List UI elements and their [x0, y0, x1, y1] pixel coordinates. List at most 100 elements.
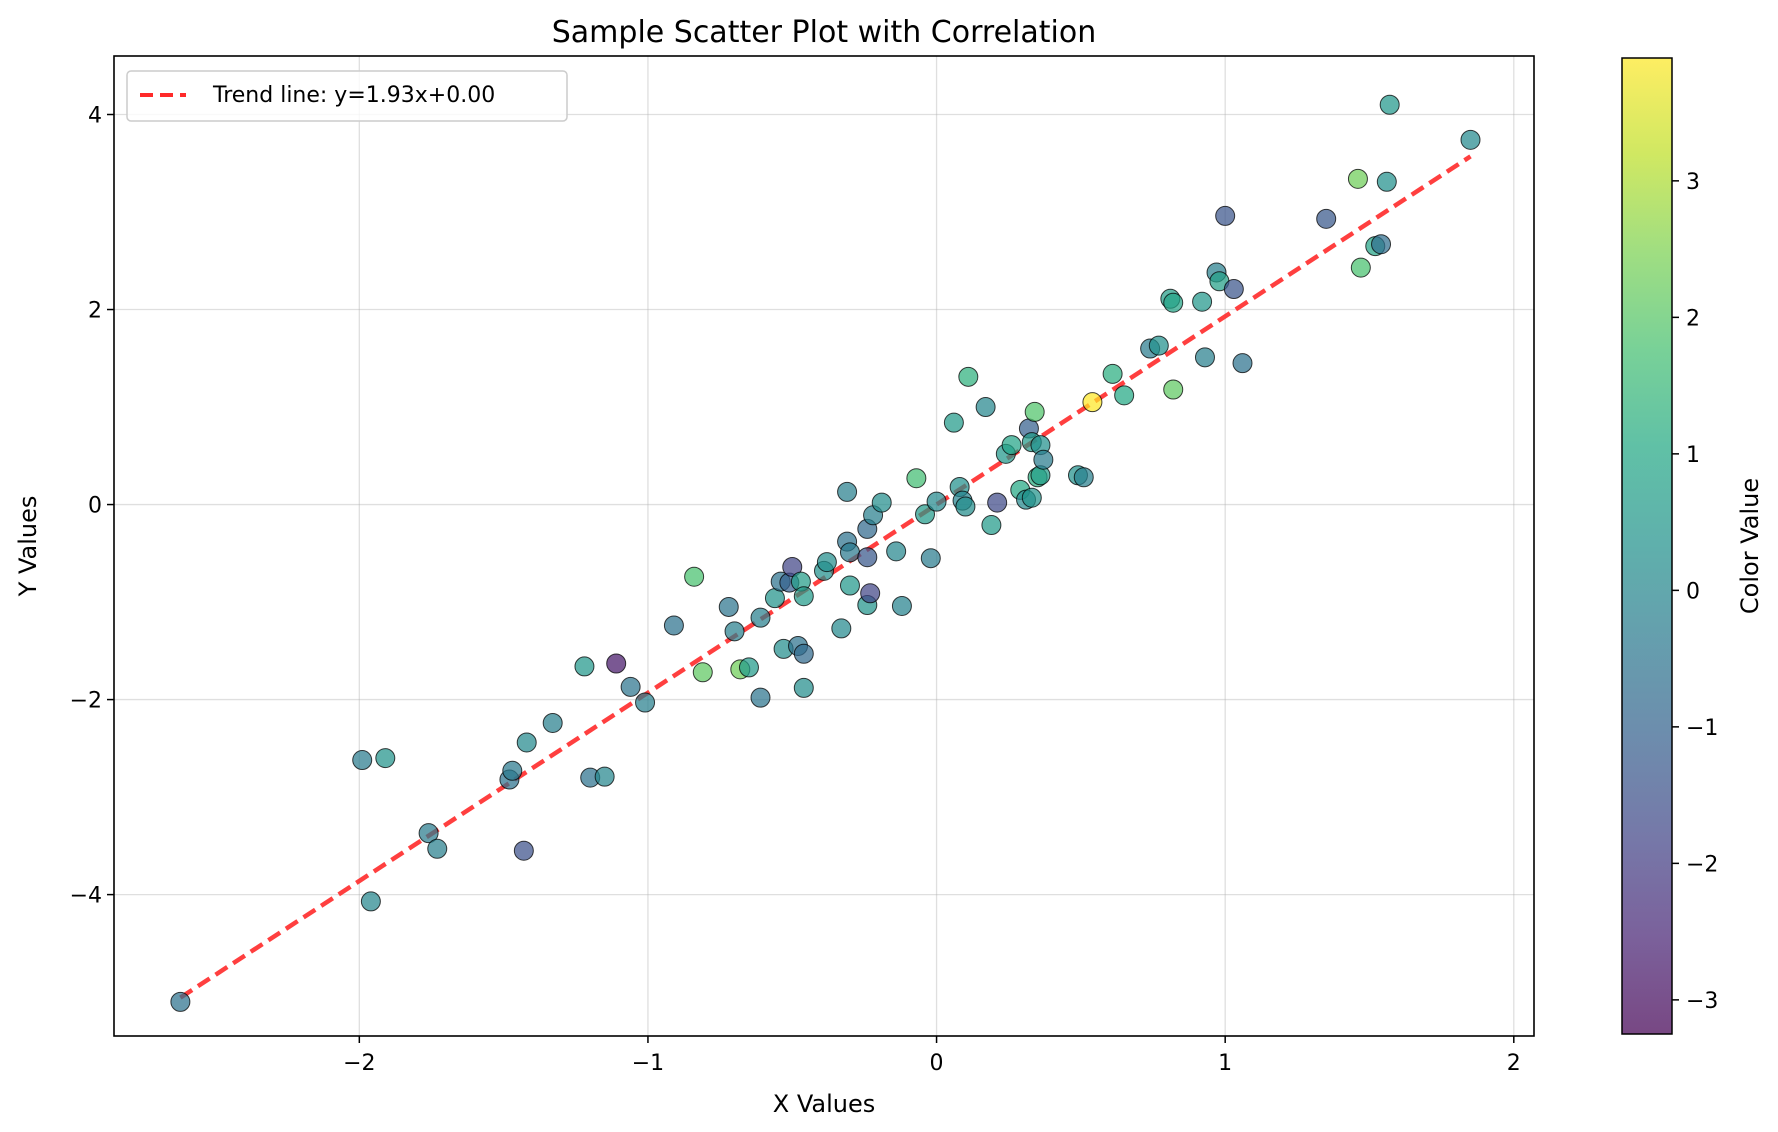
data-point: [542, 712, 563, 733]
data-point: [360, 891, 381, 912]
colorbar-tick-label: 2: [1686, 306, 1700, 331]
data-point: [574, 656, 595, 677]
data-point: [502, 760, 523, 781]
trend-line: [179, 154, 1472, 1000]
data-point: [692, 662, 713, 683]
grid: [114, 56, 1534, 1036]
data-point: [1460, 129, 1481, 150]
data-point: [1148, 335, 1169, 356]
y-axis-label: Y Values: [14, 496, 42, 598]
colorbar-frame: [1621, 57, 1673, 1035]
colorbar-tick-label: 1: [1686, 443, 1700, 468]
data-point: [915, 504, 936, 525]
data-point: [958, 366, 979, 387]
x-tick-label: −1: [632, 1051, 664, 1076]
data-point: [871, 492, 892, 513]
data-point: [891, 595, 912, 616]
data-point: [1021, 487, 1042, 508]
data-point: [857, 547, 878, 568]
y-tick-label: −2: [70, 689, 102, 714]
y-axis-ticks: −4 −2 0 2 4: [70, 104, 114, 909]
data-point: [1232, 353, 1253, 374]
data-point: [987, 492, 1008, 513]
chart-title: Sample Scatter Plot with Correlation: [552, 15, 1096, 50]
data-point: [1376, 171, 1397, 192]
scatter-points: [170, 94, 1481, 1012]
data-point: [724, 621, 745, 642]
data-point: [352, 750, 373, 771]
data-point: [831, 618, 852, 639]
trend-line-group: [179, 154, 1472, 1000]
data-point: [1379, 94, 1400, 115]
y-tick-label: 4: [88, 104, 102, 129]
x-axis-label: X Values: [773, 1090, 875, 1118]
data-point: [375, 748, 396, 769]
data-point: [635, 692, 656, 713]
data-point: [1223, 279, 1244, 300]
x-tick-label: 0: [930, 1051, 944, 1076]
x-tick-label: −2: [343, 1051, 375, 1076]
data-point: [1114, 385, 1135, 406]
data-point: [718, 596, 739, 617]
data-point: [750, 687, 771, 708]
data-point: [418, 823, 439, 844]
data-point: [1215, 205, 1236, 226]
colorbar-ticks: −3 −2 −1 0 1 2 3: [1672, 170, 1718, 1014]
plot-frame: [113, 55, 1535, 1037]
data-point: [860, 583, 881, 604]
data-point: [1033, 449, 1054, 470]
data-point: [955, 496, 976, 517]
data-point: [170, 991, 191, 1012]
colorbar-tick-label: −2: [1686, 852, 1718, 877]
legend-trend-label: Trend line: y=1.93x+0.00: [212, 83, 495, 108]
data-point: [943, 412, 964, 433]
data-point: [981, 515, 1002, 536]
colorbar-tick-label: −3: [1686, 989, 1718, 1014]
data-point: [1192, 291, 1213, 312]
y-tick-label: 0: [88, 494, 102, 519]
data-point: [1347, 168, 1368, 189]
data-point: [750, 607, 771, 628]
colorbar-tick-label: 0: [1686, 579, 1700, 604]
colorbar-label: Color Value: [1736, 478, 1764, 614]
x-axis-ticks: −2 −1 0 1 2: [343, 1036, 1521, 1076]
data-point: [920, 548, 941, 569]
data-point: [782, 556, 803, 577]
legend: Trend line: y=1.93x+0.00: [126, 70, 568, 122]
data-point: [1163, 379, 1184, 400]
colorbar-tick-label: −1: [1686, 716, 1718, 741]
y-tick-label: −4: [70, 884, 102, 909]
y-tick-label: 2: [88, 299, 102, 324]
colorbar: −3 −2 −1 0 1 2 3 Color Value: [1621, 57, 1764, 1035]
colorbar-tick-label: 3: [1686, 170, 1700, 195]
data-point: [606, 653, 627, 674]
data-point: [886, 541, 907, 562]
data-point: [513, 840, 534, 861]
data-point: [1163, 292, 1184, 313]
data-point: [1001, 435, 1022, 456]
data-point: [926, 491, 947, 512]
data-point: [1316, 208, 1337, 229]
data-point: [839, 542, 860, 563]
legend-box: [126, 70, 568, 122]
data-point: [816, 552, 837, 573]
data-point: [839, 575, 860, 596]
data-point: [1082, 392, 1103, 413]
data-point: [738, 657, 759, 678]
data-point: [1350, 257, 1371, 278]
colorbar-gradient: [1622, 58, 1672, 1034]
x-tick-label: 1: [1218, 1051, 1232, 1076]
data-point: [427, 838, 448, 859]
data-point: [663, 615, 684, 636]
data-point: [793, 586, 814, 607]
data-point: [1194, 347, 1215, 368]
data-point: [975, 397, 996, 418]
data-point: [906, 468, 927, 489]
data-point: [1371, 234, 1392, 255]
data-point: [1102, 363, 1123, 384]
data-point: [516, 732, 537, 753]
data-point: [1073, 467, 1094, 488]
data-point: [620, 676, 641, 697]
data-point: [793, 643, 814, 664]
